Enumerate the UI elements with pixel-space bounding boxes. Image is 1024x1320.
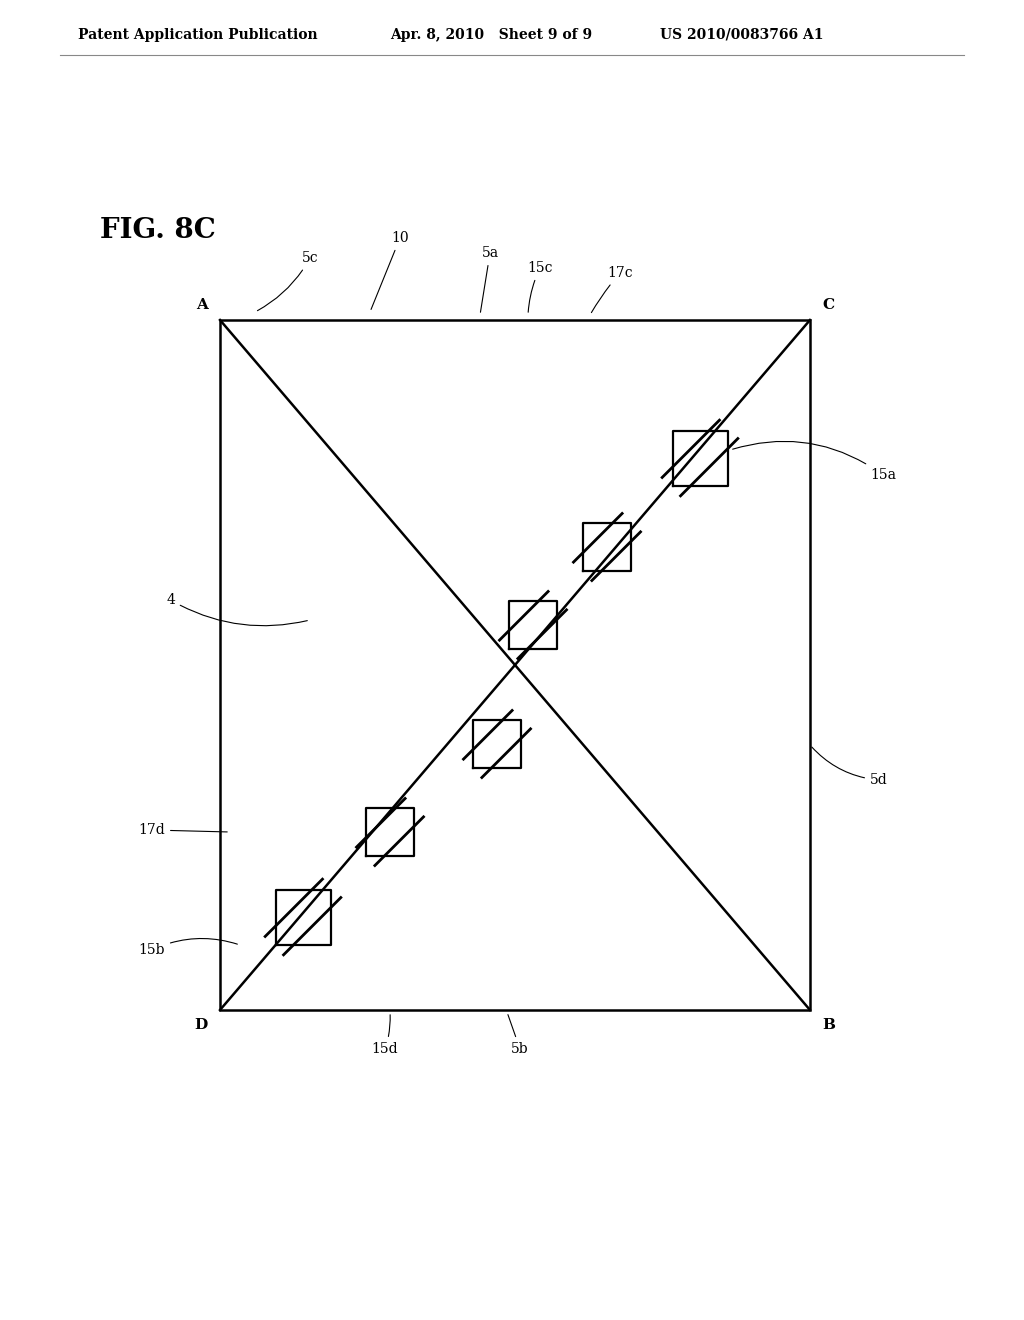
- Text: D: D: [195, 1018, 208, 1032]
- Text: 17c: 17c: [592, 267, 633, 313]
- Text: 10: 10: [371, 231, 409, 309]
- Text: Patent Application Publication: Patent Application Publication: [78, 28, 317, 42]
- Text: 15c: 15c: [527, 261, 553, 313]
- Text: FIG. 8C: FIG. 8C: [100, 216, 216, 243]
- Text: 15a: 15a: [732, 441, 896, 482]
- Text: US 2010/0083766 A1: US 2010/0083766 A1: [660, 28, 823, 42]
- Text: 5c: 5c: [257, 251, 318, 310]
- Text: 15b: 15b: [138, 939, 238, 957]
- Text: B: B: [822, 1018, 835, 1032]
- Text: 17d: 17d: [138, 822, 227, 837]
- Text: Apr. 8, 2010   Sheet 9 of 9: Apr. 8, 2010 Sheet 9 of 9: [390, 28, 592, 42]
- Text: A: A: [197, 298, 208, 312]
- Bar: [220, 319, 810, 1010]
- Text: 5b: 5b: [508, 1015, 528, 1056]
- Text: 5a: 5a: [480, 246, 499, 313]
- Text: 5d: 5d: [812, 747, 888, 787]
- Text: 15d: 15d: [372, 1015, 398, 1056]
- Text: C: C: [822, 298, 835, 312]
- Text: 4: 4: [166, 593, 307, 626]
